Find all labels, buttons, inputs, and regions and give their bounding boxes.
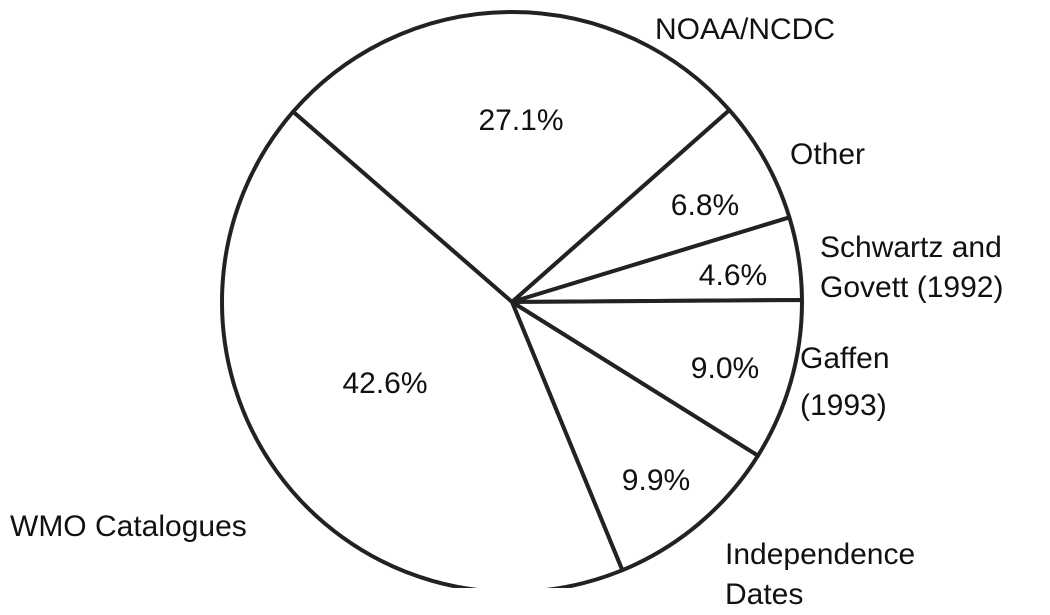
value-label: 4.6% [699, 259, 767, 292]
category-label: Independence Dates [725, 538, 916, 611]
pie-slice [291, 10, 732, 304]
page: 27.1%6.8%4.6%9.0%9.9%42.6% (() => { cons… [10, 10, 1004, 611]
pie-slice [510, 297, 804, 458]
category-label: Gaffen (1993) [800, 342, 890, 422]
pie-slice [220, 109, 625, 588]
category-label: Schwartz and Govett (1992) [820, 231, 1004, 304]
value-label: 9.0% [691, 352, 759, 385]
value-label: 27.1% [478, 104, 563, 137]
pie-slice [510, 108, 792, 304]
pie-slice [510, 300, 760, 573]
value-label: 6.8% [671, 189, 739, 222]
category-label: NOAA/NCDC [655, 13, 836, 46]
chart: 27.1% 6.8% 4.6% 9.0% 9.9% 42.6% [220, 10, 804, 588]
category-label: Other [790, 138, 866, 171]
value-label: 42.6% [342, 367, 427, 400]
value-label: 9.9% [622, 464, 690, 497]
category-label: WMO Catalogues [10, 510, 247, 543]
